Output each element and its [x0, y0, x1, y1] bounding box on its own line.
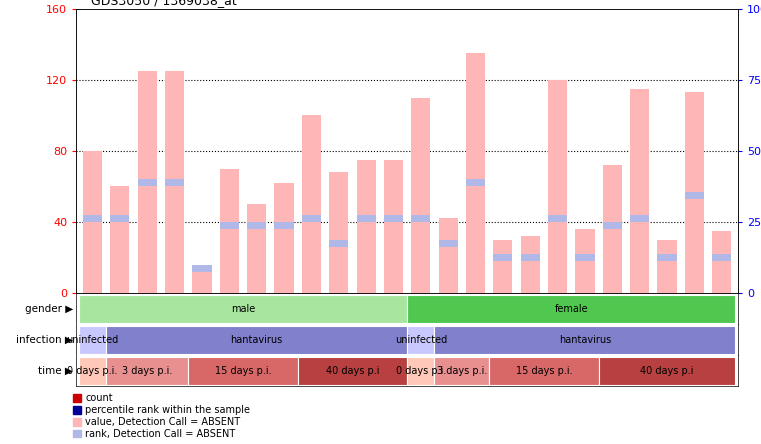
Bar [489, 357, 599, 385]
Bar [521, 254, 540, 261]
Bar [193, 268, 212, 293]
Bar [603, 165, 622, 293]
Text: 40 days p.i: 40 days p.i [640, 366, 694, 376]
Text: 40 days p.i: 40 days p.i [326, 366, 379, 376]
Text: 15 days p.i.: 15 days p.i. [215, 366, 272, 376]
Bar [384, 160, 403, 293]
Bar [407, 357, 435, 385]
Bar [407, 326, 435, 353]
Bar [138, 71, 157, 293]
Bar [79, 295, 407, 322]
Bar [630, 215, 649, 222]
Bar [83, 151, 102, 293]
Bar [330, 172, 349, 293]
Text: hantavirus: hantavirus [231, 335, 283, 345]
Bar [188, 357, 298, 385]
Bar [302, 115, 321, 293]
Bar [165, 71, 184, 293]
Bar [165, 179, 184, 186]
Bar [548, 80, 567, 293]
Bar [247, 222, 266, 229]
Text: time ▶: time ▶ [38, 366, 73, 376]
Bar [712, 254, 731, 261]
Bar [384, 215, 403, 222]
Text: 15 days p.i.: 15 days p.i. [516, 366, 572, 376]
Bar [685, 192, 704, 199]
Bar [107, 357, 188, 385]
Bar [83, 215, 102, 222]
Bar [575, 254, 594, 261]
Bar [79, 326, 107, 353]
Bar [658, 240, 677, 293]
Bar [411, 215, 431, 222]
Bar [466, 53, 485, 293]
Bar [603, 222, 622, 229]
Bar [521, 236, 540, 293]
Text: 3 days p.i.: 3 days p.i. [437, 366, 487, 376]
Bar [193, 265, 212, 272]
Text: infection ▶: infection ▶ [16, 335, 73, 345]
Bar [599, 357, 735, 385]
Text: 0 days p.i.: 0 days p.i. [67, 366, 118, 376]
Bar [79, 357, 107, 385]
Bar [435, 357, 489, 385]
Bar [220, 169, 239, 293]
Bar [630, 89, 649, 293]
Bar [298, 357, 407, 385]
Bar [110, 215, 129, 222]
Text: 0 days p.i.: 0 days p.i. [396, 366, 446, 376]
Bar [275, 183, 294, 293]
Bar [685, 92, 704, 293]
Text: female: female [555, 304, 588, 313]
Bar [356, 160, 376, 293]
Bar [247, 204, 266, 293]
Bar [493, 254, 512, 261]
Bar [438, 240, 458, 247]
Bar [220, 222, 239, 229]
Bar [466, 179, 485, 186]
Bar [435, 326, 735, 353]
Bar [548, 215, 567, 222]
Bar [110, 186, 129, 293]
Text: hantavirus: hantavirus [559, 335, 611, 345]
Bar [411, 98, 431, 293]
Bar [138, 179, 157, 186]
Bar [356, 215, 376, 222]
Text: 3 days p.i.: 3 days p.i. [122, 366, 173, 376]
Text: male: male [231, 304, 255, 313]
Text: gender ▶: gender ▶ [24, 304, 73, 313]
Bar [493, 240, 512, 293]
Bar [712, 231, 731, 293]
Bar [107, 326, 407, 353]
Text: GDS3050 / 1369038_at: GDS3050 / 1369038_at [91, 0, 237, 7]
Bar [658, 254, 677, 261]
Bar [438, 218, 458, 293]
Legend: count, percentile rank within the sample, value, Detection Call = ABSENT, rank, : count, percentile rank within the sample… [73, 393, 250, 439]
Bar [302, 215, 321, 222]
Text: uninfected: uninfected [66, 335, 119, 345]
Bar [407, 295, 735, 322]
Text: uninfected: uninfected [395, 335, 447, 345]
Bar [575, 229, 594, 293]
Bar [330, 240, 349, 247]
Bar [275, 222, 294, 229]
